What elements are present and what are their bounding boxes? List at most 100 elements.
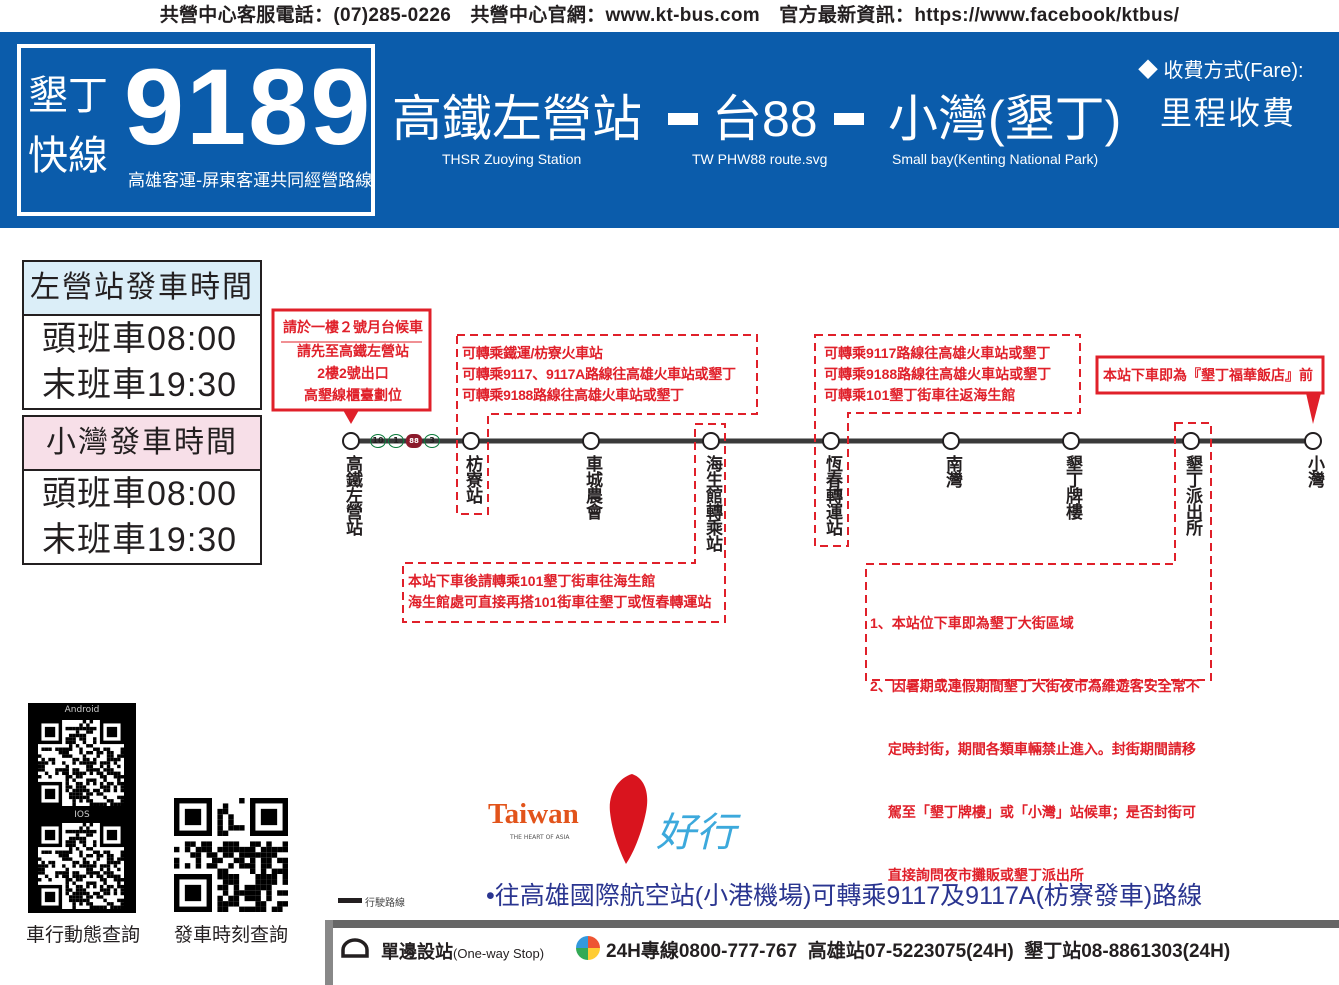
dest-name-en: Small bay(Kenting National Park) <box>892 151 1099 167</box>
route-number: 9189 <box>124 46 373 167</box>
separator <box>668 113 698 125</box>
route-name-line1: 墾丁 <box>28 73 108 119</box>
dest-pointer-icon <box>1306 393 1321 424</box>
schedule-title: 小灣發車時間 <box>24 417 260 471</box>
note-line: 請先至高鐵左營站 <box>297 343 409 359</box>
note-line: 可轉乘鐵運/枋寮火車站 <box>462 345 603 361</box>
origin-name: 高鐵左營站 <box>392 91 642 147</box>
via-name: 台88 <box>712 91 818 147</box>
service-logo-icon <box>576 936 600 960</box>
hengchun-transfer-note: 可轉乘9117路線往高雄火車站或墾丁 可轉乘9188路線往高雄火車站或墾丁 可轉… <box>824 343 1051 406</box>
police-station-note: 1、本站位下車即為墾丁大街區域 2、因暑期或連假期間墾丁大街夜市為維遊客安全常不… <box>870 571 1200 907</box>
note-line: 直接詢問夜市攤販或墾丁派出所 <box>870 867 1084 883</box>
android-qr-code[interactable] <box>38 720 124 806</box>
timetable-qr-code[interactable] <box>174 798 288 912</box>
fare-label: ◆ 收費方式(Fare): <box>1138 60 1304 82</box>
note-line: 可轉乘9117、9117A路線往高雄火車站或墾丁 <box>462 366 736 382</box>
taiwan-island-icon <box>609 774 648 864</box>
stop-node <box>342 432 360 450</box>
header-band <box>0 32 1339 228</box>
stop-node <box>1182 432 1200 450</box>
aquarium-transfer-note: 本站下車後請轉乘101墾丁街車往海生館 海生館處可直接再搭101街車往墾丁或恆春… <box>408 571 711 613</box>
route-operators: 高雄客運-屏東客運共同經營路線 <box>128 171 373 191</box>
android-label: Android <box>64 705 100 715</box>
footer-top-border <box>325 920 1339 928</box>
stop-node <box>822 432 840 450</box>
dest-callout-box <box>1095 355 1325 395</box>
ios-qr-code[interactable] <box>38 823 124 909</box>
via-name-en: TW PHW88 route.svg <box>692 151 828 167</box>
note-line: 可轉乘9117路線往高雄火車站或墾丁 <box>824 345 1051 361</box>
stop-name: 枋寮站 <box>462 455 482 503</box>
qr-label-timetable: 發車時刻查詢 <box>174 924 289 946</box>
last-bus: 末班車19:30 <box>42 366 238 404</box>
origin-note: 請於一樓２號月台候車 請先至高鐵左營站 2樓2號出口 高墾線櫃臺劃位 <box>278 316 428 406</box>
schedule-title: 左營站發車時間 <box>24 262 260 316</box>
separator <box>834 113 864 125</box>
stop-node <box>1062 432 1080 450</box>
note-line: 定時封街，期間各類車輛禁止進入。封街期間請移 <box>870 741 1196 757</box>
stop-name: 高鐵左營站 <box>342 455 362 535</box>
highway-shield-icon: 10 <box>370 434 386 448</box>
route-badge <box>17 44 375 216</box>
stop-name: 車城農會 <box>582 455 602 519</box>
dest-name: 小灣(墾丁) <box>888 91 1122 147</box>
note-line: 2樓2號出口 <box>317 365 389 381</box>
highway-shield-icon: 1 <box>388 434 404 448</box>
schedule-xiaowan: 小灣發車時間 頭班車08:00 末班車19:30 <box>22 415 262 565</box>
ios-label: IOS <box>74 810 90 820</box>
last-bus: 末班車19:30 <box>42 521 238 559</box>
logo-chinese-text: 好行 <box>656 810 736 856</box>
origin-name-en: THSR Zuoying Station <box>442 151 582 167</box>
app-qr-panel: Android IOS <box>28 703 136 913</box>
note-line: 高墾線櫃臺劃位 <box>304 387 402 403</box>
note-line: 2、因暑期或連假期間墾丁大街夜市為維遊客安全常不 <box>870 678 1200 694</box>
stop-node <box>1304 432 1322 450</box>
note-line: 海生館處可直接再搭101街車往墾丁或恆春轉運站 <box>408 594 712 610</box>
highway-shield-icon: 88 <box>406 434 422 448</box>
transfer-note-outlines <box>402 334 1212 681</box>
stop-name: 海生館轉乘站 <box>702 455 722 551</box>
fangliao-transfer-note: 可轉乘鐵運/枋寮火車站 可轉乘9117、9117A路線往高雄火車站或墾丁 可轉乘… <box>462 343 736 406</box>
origin-pointer-icon <box>343 410 359 424</box>
highway-shield-icon: 3 <box>424 434 440 448</box>
legend-label: 行駛路線 <box>365 898 405 909</box>
qr-label-dynamic: 車行動態查詢 <box>26 924 141 946</box>
logo-tagline: THE HEART OF ASIA <box>510 834 570 841</box>
logo-taiwan-text: Taiwan <box>488 798 579 830</box>
origin-callout-box <box>271 308 432 412</box>
stop-name: 恆春轉運站 <box>822 455 842 535</box>
stop-name: 南灣 <box>942 455 962 487</box>
hotlines: 24H專線0800-777-767 高雄站07-5223075(24H) 墾丁站… <box>606 941 1231 962</box>
stop-name: 墾丁牌樓 <box>1062 455 1082 519</box>
legend-line <box>338 898 362 903</box>
note-line: 1、本站位下車即為墾丁大街區域 <box>870 615 1074 631</box>
dest-note: 本站下車即為『墾丁福華飯店』前 <box>1103 367 1313 383</box>
note-line: 可轉乘9188路線往高雄火車站或墾丁 <box>462 387 684 403</box>
note-line: 本站下車後請轉乘101墾丁街車往海生館 <box>408 573 656 589</box>
fare-value: 里程收費 <box>1160 94 1297 132</box>
route-name-line2: 快線 <box>28 133 108 179</box>
one-way-label: 單邊設站 <box>381 942 453 962</box>
stop-node <box>702 432 720 450</box>
airport-transfer-note: •往高雄國際航空站(小港機場)可轉乘9117及9117A(枋寮發車)路線 <box>486 882 1203 910</box>
note-line: 可轉乘9188路線往高雄火車站或墾丁 <box>824 366 1052 382</box>
one-way-label-en: (One-way Stop) <box>453 946 545 961</box>
taiwan-tourist-shuttle-logo: Taiwan THE HEART OF ASIA 好行 <box>486 772 766 867</box>
stop-node <box>462 432 480 450</box>
stop-node <box>942 432 960 450</box>
contact-info-bar: 共營中心客服電話：(07)285-0226 共營中心官網：www.kt-bus.… <box>159 5 1180 26</box>
note-line: 請於一樓２號月台候車 <box>283 319 423 335</box>
note-line: 駕至「墾丁牌樓」或「小灣」站候車；是否封街可 <box>870 804 1196 820</box>
first-bus: 頭班車08:00 <box>42 475 238 513</box>
schedule-zuoying: 左營站發車時間 頭班車08:00 末班車19:30 <box>22 260 262 410</box>
one-way-stop-label: 單邊設站(One-way Stop) <box>381 938 544 964</box>
stop-name: 墾丁派出所 <box>1182 455 1202 535</box>
highway-shields: 10 1 88 3 <box>370 434 440 448</box>
stop-name: 小灣 <box>1304 455 1324 487</box>
first-bus: 頭班車08:00 <box>42 320 238 358</box>
stop-node <box>582 432 600 450</box>
note-line: 可轉乘101墾丁街車往返海生館 <box>824 387 1016 403</box>
one-way-stop-icon <box>341 938 369 958</box>
